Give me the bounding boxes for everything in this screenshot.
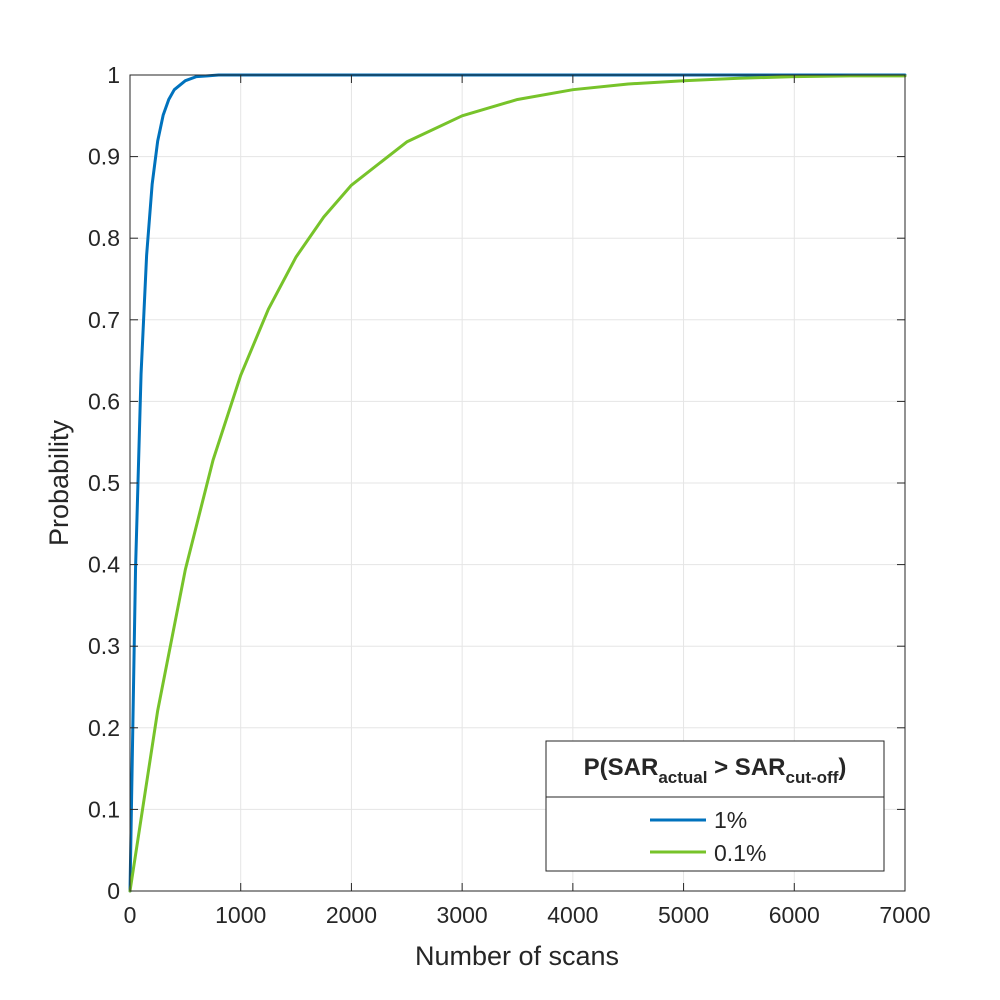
x-tick-label: 2000 <box>326 902 377 928</box>
x-tick-label: 7000 <box>879 902 930 928</box>
ticks <box>129 74 906 892</box>
legend-title-end: ) <box>838 754 846 781</box>
legend-box <box>545 740 885 872</box>
y-tick-label: 0 <box>107 878 120 904</box>
y-tick-label: 0.6 <box>88 388 120 414</box>
y-tick-label: 0.4 <box>88 552 120 578</box>
x-tick-label: 6000 <box>769 902 820 928</box>
legend-title-sub-cutoff: cut-off <box>785 768 838 787</box>
x-tick-label: 3000 <box>437 902 488 928</box>
tick-labels: 0 1000 2000 3000 4000 5000 6000 7000 0 0.1 0.2 0.3 0… <box>88 62 931 928</box>
y-tick-label: 0.2 <box>88 715 120 741</box>
x-tick-label: 0 <box>124 902 137 928</box>
x-tick-label: 4000 <box>547 902 598 928</box>
y-tick-label: 0.1 <box>88 796 120 822</box>
y-tick-label: 1 <box>107 62 120 88</box>
x-axis-title: Number of scans <box>415 941 619 971</box>
x-tick-label: 5000 <box>658 902 709 928</box>
y-tick-label: 0.3 <box>88 633 120 659</box>
legend-title-mid: > SAR <box>707 754 785 781</box>
series-line-0-1pct <box>128 74 907 893</box>
y-tick-label: 0.9 <box>88 144 120 170</box>
legend: P(SARactual > SARcut-off) 1% 0.1% <box>545 740 885 872</box>
x-tick-label: 1000 <box>215 902 266 928</box>
legend-title: P(SARactual > SARcut-off) <box>584 754 847 787</box>
y-tick-label: 0.7 <box>88 307 120 333</box>
legend-title-main: P(SAR <box>584 754 659 781</box>
legend-title-sub-actual: actual <box>658 768 707 787</box>
y-tick-label: 0.8 <box>88 225 120 251</box>
y-tick-label: 0.5 <box>88 470 120 496</box>
legend-label-1pct: 1% <box>714 807 747 833</box>
legend-label-0-1pct: 0.1% <box>714 840 766 866</box>
y-axis-title: Probability <box>44 419 74 546</box>
